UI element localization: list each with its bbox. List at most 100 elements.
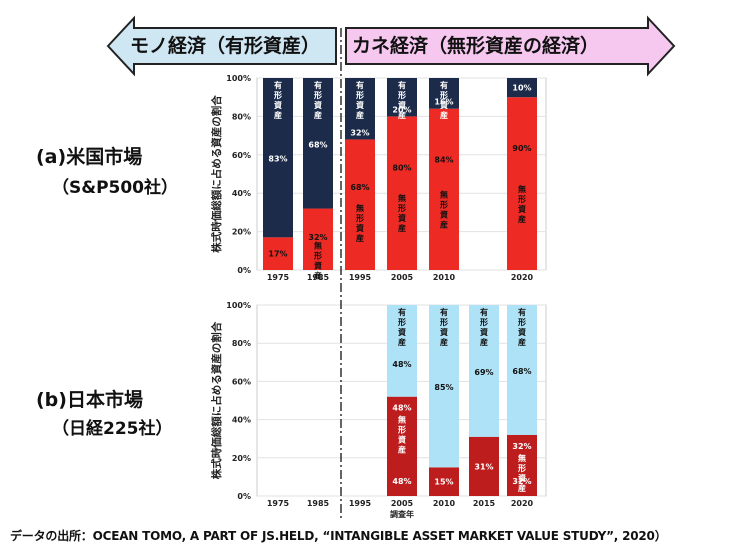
us-tangible-name-char: 産 [314, 110, 322, 120]
us-intangible-name-char: 資 [314, 261, 322, 271]
jp-tangible-name-char: 資 [518, 327, 526, 337]
us-tangible-name-char: 有 [356, 80, 364, 90]
us-intangible-pct-label: 84% [434, 156, 453, 165]
arrow-left-icon [106, 15, 337, 77]
us-tangible-name-char: 産 [274, 110, 282, 120]
jp-tangible-name-char: 資 [398, 327, 406, 337]
us-x-tick-label: 1995 [349, 273, 372, 282]
us-intangible-name-char: 無 [440, 189, 448, 199]
us-x-tick-label: 1975 [267, 273, 290, 282]
us-bar-tangible [345, 78, 375, 140]
us-tangible-name-char: 形 [398, 90, 406, 100]
us-tangible-name-char: 形 [440, 90, 448, 100]
jp-bar-tangible [429, 305, 459, 468]
us-tangible-name-char: 資 [398, 100, 406, 110]
jp-y-tick-label: 100% [226, 301, 251, 310]
jp-y-axis-label: 株式時価総額に占める資産の割合 [210, 321, 223, 479]
us-bar-intangible [507, 97, 537, 270]
us-bar-tangible [303, 78, 333, 209]
us-tangible-name-char: 有 [314, 80, 322, 90]
us-intangible-name-char: 産 [518, 214, 526, 224]
us-tangible-name-char: 産 [440, 110, 448, 120]
jp-x-tick-label: 2015 [473, 499, 496, 508]
us-tangible-name-char: 資 [314, 100, 322, 110]
jp-intangible-name-char: 無 [398, 415, 406, 425]
us-y-tick-label: 40% [232, 189, 251, 198]
us-intangible-pct-label: 68% [350, 183, 369, 192]
us-bar-intangible [345, 139, 375, 270]
jp-x-tick-label: 2010 [433, 499, 456, 508]
us-intangible-name-char: 形 [518, 194, 526, 204]
us-intangible-name-char: 産 [398, 223, 406, 233]
jp-bar-tangible [507, 305, 537, 435]
jp-tangible-name-char: 形 [440, 317, 448, 327]
us-intangible-name-char: 資 [440, 209, 448, 219]
us-intangible-pct-label: 17% [268, 250, 287, 259]
us-intangible-name-char: 産 [314, 271, 322, 281]
jp-intangible-pct-label: 15% [434, 478, 453, 487]
japan-market-subtitle: （日経225社） [52, 419, 173, 439]
us-tangible-pct-label: 68% [308, 140, 327, 149]
us-intangible-name-char: 無 [314, 241, 322, 251]
us-intangible-pct-label: 80% [392, 163, 411, 172]
us-intangible-name-char: 形 [356, 213, 364, 223]
us-y-axis-label: 株式時価総額に占める資産の割合 [210, 95, 223, 253]
us-tangible-name-char: 資 [440, 100, 448, 110]
us-tangible-name-char: 有 [440, 80, 448, 90]
us-tangible-pct-label: 83% [268, 155, 287, 164]
jp-tangible-name-char: 形 [518, 317, 526, 327]
us-x-tick-label: 2010 [433, 273, 456, 282]
us-tangible-name-char: 資 [356, 100, 364, 110]
jp-intangible-pct-label-bottom: 48% [392, 477, 411, 486]
us-y-tick-label: 60% [232, 151, 251, 160]
us-intangible-name-char: 形 [440, 199, 448, 209]
us-bar-tangible [387, 78, 417, 117]
us-tangible-name-char: 形 [356, 90, 364, 100]
us-intangible-name-char: 形 [398, 203, 406, 213]
jp-bar-intangible [469, 436, 499, 496]
jp-tangible-name-char: 有 [518, 307, 526, 317]
us-bar-intangible [387, 116, 417, 271]
us-x-tick-label: 1985 [307, 273, 330, 282]
jp-tangible-name-char: 形 [480, 317, 488, 327]
jp-x-axis-label: 調査年 [390, 509, 414, 519]
jp-bar-intangible [429, 467, 459, 496]
us-intangible-name-char: 形 [314, 251, 322, 261]
us-y-tick-label: 0% [237, 266, 251, 275]
us-bar-intangible [303, 208, 333, 270]
us-x-tick-label: 2005 [391, 273, 414, 282]
jp-bar-intangible [387, 396, 417, 496]
jp-x-tick-label: 2020 [511, 499, 534, 508]
us-tangible-name-char: 産 [398, 110, 406, 120]
us-bar-tangible [263, 78, 293, 238]
japan-market-title: (b)日本市場 [36, 389, 143, 411]
jp-bar-tangible [387, 305, 417, 397]
jp-y-tick-label: 0% [237, 492, 251, 501]
us-tangible-pct-label: 20% [392, 105, 411, 114]
jp-tangible-name-char: 産 [518, 337, 526, 347]
us-bar-intangible [263, 237, 293, 270]
us-intangible-name-char: 資 [398, 213, 406, 223]
tangible-economy-label: モノ経済（有形資産） [130, 35, 321, 57]
jp-tangible-name-char: 産 [480, 337, 488, 347]
us-bar-tangible [507, 78, 537, 98]
jp-intangible-name-char: 形 [518, 463, 526, 473]
us-intangible-pct-label: 32% [308, 233, 327, 242]
us-tangible-pct-label: 16% [434, 98, 453, 107]
jp-bar-intangible [507, 434, 537, 496]
jp-tangible-name-char: 有 [398, 307, 406, 317]
jp-bar-tangible [469, 305, 499, 437]
us-intangible-name-char: 産 [356, 233, 364, 243]
jp-x-tick-label: 2005 [391, 499, 414, 508]
us-bar-tangible [429, 78, 459, 109]
jp-intangible-name-char: 形 [398, 425, 406, 435]
jp-tangible-pct-label: 85% [434, 383, 453, 392]
jp-intangible-name-char: 産 [398, 445, 406, 455]
us-y-tick-label: 20% [232, 228, 251, 237]
us-tangible-name-char: 形 [314, 90, 322, 100]
jp-intangible-pct-label: 31% [474, 462, 493, 471]
jp-x-tick-label: 1985 [307, 499, 330, 508]
us-tangible-name-char: 有 [274, 80, 282, 90]
us-tangible-name-char: 形 [274, 90, 282, 100]
